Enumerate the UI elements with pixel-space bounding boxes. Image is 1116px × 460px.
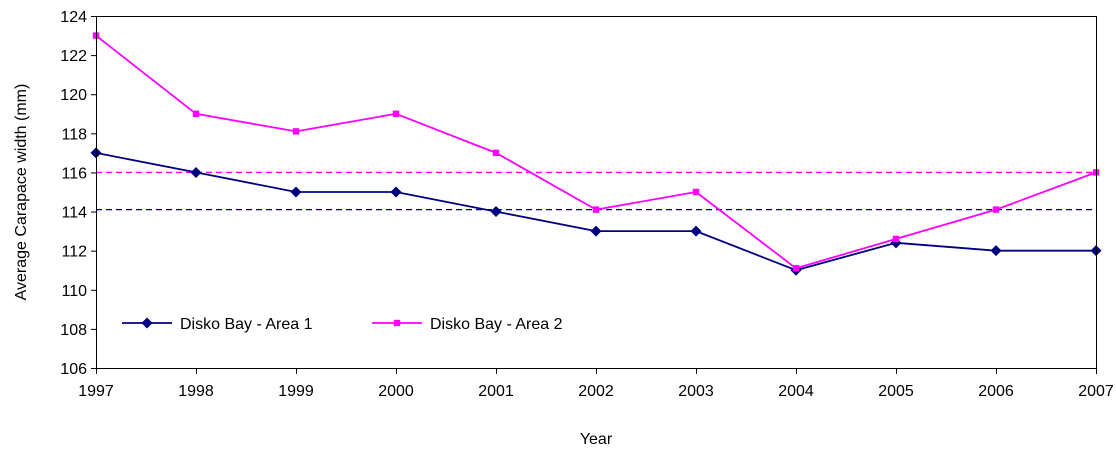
x-tick-label-2001: 2001 (478, 383, 514, 400)
y-tick-label-122: 122 (60, 48, 87, 65)
y-axis-ticks: 106 108 110 112 114 116 118 120 122 124 (60, 9, 97, 378)
point-disko-bay-area-2-2001 (492, 149, 500, 157)
x-tick-label-2000: 2000 (378, 383, 414, 400)
point-disko-bay-area-2-2003 (692, 188, 700, 196)
mean-lines (96, 171, 1096, 211)
y-tick-label-106: 106 (60, 361, 87, 378)
point-disko-bay-area-1-2006 (990, 245, 1002, 257)
point-disko-bay-area-1-1998 (190, 166, 202, 178)
point-disko-bay-area-2-1999 (292, 128, 300, 135)
x-axis-ticks: 1997 1998 1999 2000 2001 2002 2003 2004 2005 2006… (78, 368, 1114, 400)
y-tick-label-114: 114 (61, 205, 87, 222)
legend-label-area-2: Disko Bay - Area 2 (430, 316, 563, 333)
y-axis-title: Average Carapace width (mm) (13, 84, 30, 301)
y-tick-label-118: 118 (61, 126, 87, 143)
point-disko-bay-area-1-2000 (390, 186, 402, 198)
x-tick-label-2005: 2005 (878, 383, 914, 400)
x-tick-label-2004: 2004 (778, 383, 814, 400)
y-tick-label-108: 108 (60, 322, 87, 339)
y-tick-label-116: 116 (61, 165, 87, 182)
legend: Disko Bay - Area 1 Disko Bay - Area 2 (122, 316, 563, 333)
x-axis-title: Year (580, 431, 613, 448)
point-disko-bay-area-1-2002 (590, 225, 602, 237)
point-disko-bay-area-2-2000 (392, 110, 400, 117)
series-markers (90, 32, 1102, 276)
y-tick-label-124: 124 (60, 9, 87, 26)
y-tick-label-112: 112 (61, 244, 87, 261)
point-disko-bay-area-1-1999 (290, 186, 302, 198)
legend-marker-area-2 (393, 319, 401, 327)
point-disko-bay-area-2-2004 (792, 265, 800, 272)
point-disko-bay-area-1-2003 (690, 225, 702, 237)
legend-label-area-1: Disko Bay - Area 1 (180, 316, 313, 333)
legend-marker-area-1 (141, 317, 153, 329)
x-tick-label-2002: 2002 (578, 383, 614, 400)
y-tick-label-120: 120 (60, 87, 87, 104)
x-tick-label-1999: 1999 (278, 383, 314, 400)
x-tick-label-2006: 2006 (978, 383, 1014, 400)
x-tick-label-1998: 1998 (178, 383, 214, 400)
x-tick-label-1997: 1997 (78, 383, 114, 400)
point-disko-bay-area-2-2002 (592, 206, 600, 213)
point-disko-bay-area-1-2001 (490, 206, 502, 218)
point-disko-bay-area-2-2006 (992, 206, 1000, 213)
y-tick-label-110: 110 (61, 283, 87, 300)
point-disko-bay-area-2-2005 (892, 235, 900, 243)
x-tick-label-2003: 2003 (678, 383, 714, 400)
point-disko-bay-area-2-1998 (192, 110, 200, 117)
x-tick-label-2007: 2007 (1078, 383, 1114, 400)
